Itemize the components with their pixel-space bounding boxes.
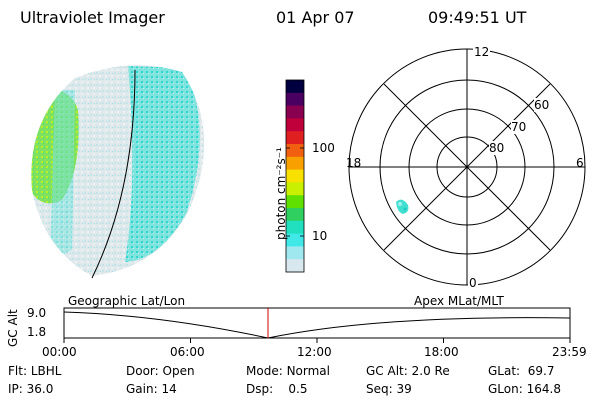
mlt-label-0: 0 — [468, 276, 478, 290]
info-glat-label: GLat: — [488, 364, 521, 378]
info-door-label: Door: — [126, 364, 159, 378]
colorbar-segment — [286, 92, 304, 107]
colorbar-segment — [286, 233, 304, 247]
alt-tick-low: 1.8 — [27, 325, 47, 339]
gc-alt-axis-label: GC Alt — [6, 309, 20, 347]
mlt-label-12: 12 — [473, 45, 491, 59]
info-gcalt-label: GC Alt: — [366, 364, 408, 378]
colorbar-segment — [286, 80, 304, 94]
time-tick-1800: 18:00 — [424, 345, 459, 359]
info-glat: GLat: 69.7 — [488, 364, 554, 378]
info-glon-value: 164.8 — [526, 382, 561, 396]
info-flt: Flt: LBHL — [8, 364, 61, 378]
time-tick-2359: 23:59 — [552, 345, 587, 359]
info-dsp-value: 0.5 — [288, 382, 308, 396]
mlt-label-18: 18 — [346, 156, 362, 170]
colorbar-segment — [286, 156, 304, 171]
alt-tick-high: 9.0 — [27, 306, 47, 320]
date-label: 01 Apr 07 — [276, 8, 355, 27]
colorbar-tick-10: 10 — [312, 229, 328, 243]
colorbar-segment — [286, 220, 304, 235]
lat-label-70: 70 — [511, 120, 527, 134]
time-tick-0000: 00:00 — [42, 345, 77, 359]
info-glon: GLon: 164.8 — [488, 382, 561, 396]
colorbar-segment — [286, 169, 304, 183]
colorbar-tick-100: 100 — [312, 141, 335, 155]
info-dsp-label: Dsp: — [246, 382, 274, 396]
colorbar-segment — [286, 118, 304, 132]
mlt-label-6: 6 — [576, 156, 584, 170]
info-gain-value: 14 — [161, 382, 177, 396]
timeline-left-title: Geographic Lat/Lon — [68, 294, 186, 308]
info-seq-label: Seq: — [366, 382, 393, 396]
info-mode-value: Normal — [286, 364, 330, 378]
lat-label-60: 60 — [534, 98, 550, 112]
info-mode-label: Mode: — [246, 364, 283, 378]
info-ip-label: IP: — [8, 382, 23, 396]
info-door-value: Open — [162, 364, 195, 378]
earth-disk — [31, 65, 205, 277]
colorbar-segment — [286, 144, 304, 158]
time-tick-1200: 12:00 — [297, 345, 332, 359]
info-seq: Seq: 39 — [366, 382, 412, 396]
colorbar-segment — [286, 246, 304, 260]
info-mode: Mode: Normal — [246, 364, 330, 378]
info-ip: IP: 36.0 — [8, 382, 53, 396]
info-flt-value: LBHL — [30, 364, 62, 378]
colorbar-segment — [286, 105, 304, 119]
colorbar-segment — [286, 208, 304, 222]
timeline-right-title: Apex MLat/MLT — [414, 294, 504, 308]
info-gcalt-value: 2.0 Re — [411, 364, 450, 378]
info-glon-label: GLon: — [488, 382, 523, 396]
time-tick-0600: 06:00 — [170, 345, 205, 359]
time-label: 09:49:51 UT — [428, 8, 527, 27]
info-glat-value: 69.7 — [527, 364, 555, 378]
colorbar-segment — [286, 131, 304, 145]
colorbar-segment — [286, 259, 304, 273]
info-gain-label: Gain: — [126, 382, 158, 396]
info-dsp: Dsp: 0.5 — [246, 382, 308, 396]
info-door: Door: Open — [126, 364, 195, 378]
lat-label-80: 80 — [489, 141, 505, 155]
instrument-title: Ultraviolet Imager — [20, 8, 165, 27]
terminator-line — [91, 69, 136, 279]
info-ip-value: 36.0 — [26, 382, 54, 396]
colorbar-segment — [286, 182, 304, 196]
aurora-spot — [396, 199, 409, 214]
colorbar-segment — [286, 195, 304, 209]
info-gain: Gain: 14 — [126, 382, 177, 396]
info-seq-value: 39 — [396, 382, 412, 396]
info-gcalt: GC Alt: 2.0 Re — [366, 364, 450, 378]
info-flt-label: Flt: — [8, 364, 27, 378]
